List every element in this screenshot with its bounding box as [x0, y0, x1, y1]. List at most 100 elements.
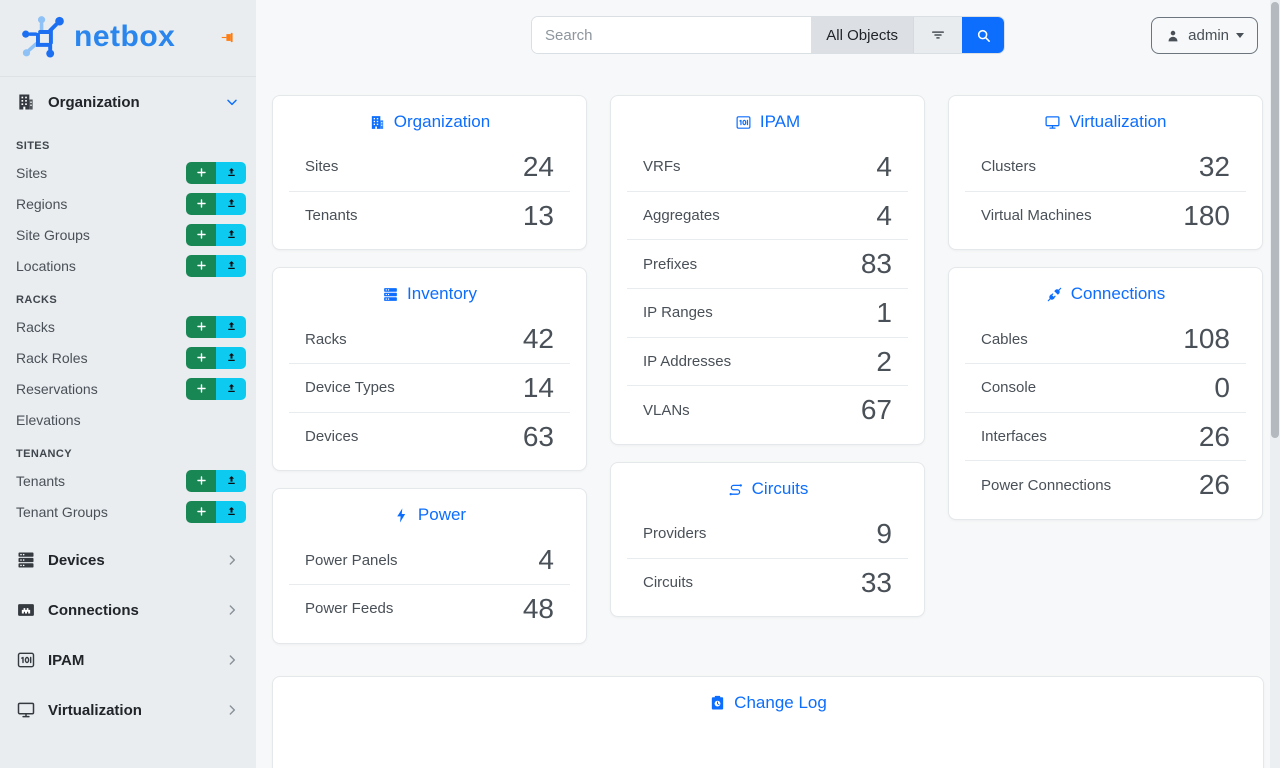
stat-row-ip-ranges[interactable]: IP Ranges 1 — [627, 288, 908, 337]
sidebar-item-sites[interactable]: Sites — [0, 157, 256, 188]
user-menu-button[interactable]: admin — [1151, 17, 1258, 54]
stat-row-clusters[interactable]: Clusters 32 — [965, 143, 1246, 191]
sidebar: netbox Organization SITES Sites Regions … — [0, 0, 256, 768]
stat-row-aggregates[interactable]: Aggregates 4 — [627, 190, 908, 240]
card-connections-title[interactable]: Connections — [949, 268, 1262, 315]
lightning-icon — [397, 508, 406, 523]
sidebar-item-elevations[interactable]: Elevations — [0, 404, 256, 435]
sidebar-item-site-groups[interactable]: Site Groups — [0, 219, 256, 250]
stat-value: 4 — [538, 544, 554, 576]
sidebar-item-locations[interactable]: Locations — [0, 250, 256, 281]
stat-row-vrfs[interactable]: VRFs 4 — [627, 143, 908, 191]
sidebar-item-reservations[interactable]: Reservations — [0, 373, 256, 404]
add-button[interactable] — [186, 377, 216, 400]
stat-row-prefixes[interactable]: Prefixes 83 — [627, 239, 908, 288]
item-label: Regions — [16, 195, 68, 212]
add-button[interactable] — [186, 346, 216, 369]
stat-label: Prefixes — [643, 255, 698, 273]
stat-row-cables[interactable]: Cables 108 — [965, 315, 1246, 363]
stat-row-circuits[interactable]: Circuits 33 — [627, 557, 908, 607]
server-icon — [18, 552, 34, 568]
card-title-text: IPAM — [759, 112, 801, 131]
sidebar-item-rack-roles[interactable]: Rack Roles — [0, 342, 256, 373]
add-button[interactable] — [186, 469, 216, 492]
import-button[interactable] — [216, 254, 246, 277]
card-organization: Organization Sites 24 Tenants 13 — [272, 95, 587, 251]
binary-icon — [17, 652, 35, 668]
card-ipam-title[interactable]: IPAM — [611, 96, 924, 143]
stat-row-virtual-machines[interactable]: Virtual Machines 180 — [965, 190, 1246, 240]
stat-row-ip-addresses[interactable]: IP Addresses 2 — [627, 336, 908, 386]
page-scrollbar[interactable] — [1270, 0, 1280, 768]
stat-label: Power Feeds — [305, 600, 394, 618]
sidebar-section-devices[interactable]: Devices — [0, 535, 256, 585]
add-button[interactable] — [186, 161, 216, 184]
stat-value: 180 — [1183, 199, 1230, 231]
card-inventory-title[interactable]: Inventory — [273, 268, 586, 315]
upload-icon — [227, 321, 235, 330]
stat-row-providers[interactable]: Providers 9 — [627, 510, 908, 558]
import-button[interactable] — [216, 223, 246, 246]
netbox-logo-icon[interactable] — [16, 14, 70, 60]
item-label: Racks — [16, 318, 55, 335]
search-submit-button[interactable] — [962, 17, 1004, 53]
group-heading-tenancy: TENANCY — [16, 448, 72, 460]
sidebar-item-regions[interactable]: Regions — [0, 188, 256, 219]
clipboard-clock-icon — [711, 695, 724, 711]
sidebar-item-racks[interactable]: Racks — [0, 311, 256, 342]
stat-row-vlans[interactable]: VLANs 67 — [627, 385, 908, 434]
stat-label: VRFs — [643, 158, 681, 176]
sidebar-pin-icon[interactable] — [218, 27, 238, 47]
building-icon — [371, 115, 383, 129]
stat-row-power-feeds[interactable]: Power Feeds 48 — [289, 584, 570, 633]
sidebar-section-virtualization[interactable]: Virtualization — [0, 685, 256, 735]
brand-wordmark[interactable]: netbox — [74, 20, 176, 53]
stat-row-sites[interactable]: Sites 24 — [289, 143, 570, 191]
stat-row-power-panels[interactable]: Power Panels 4 — [289, 536, 570, 584]
stat-row-power-connections[interactable]: Power Connections 26 — [965, 460, 1246, 509]
global-search: All Objects — [531, 16, 1005, 54]
import-button[interactable] — [216, 377, 246, 400]
add-button[interactable] — [186, 192, 216, 215]
add-button[interactable] — [186, 254, 216, 277]
binary-icon — [736, 115, 751, 129]
import-button[interactable] — [216, 192, 246, 215]
section-label: Devices — [48, 551, 105, 569]
sidebar-section-connections[interactable]: Connections — [0, 585, 256, 635]
plus-icon — [196, 261, 206, 270]
stat-row-console[interactable]: Console 0 — [965, 363, 1246, 412]
search-scope-button[interactable]: All Objects — [811, 17, 913, 53]
add-button[interactable] — [186, 223, 216, 246]
import-button[interactable] — [216, 161, 246, 184]
import-button[interactable] — [216, 500, 246, 523]
card-virtualization-title[interactable]: Virtualization — [949, 96, 1262, 143]
stat-value: 0 — [1214, 372, 1230, 404]
search-input[interactable] — [532, 17, 812, 53]
card-circuits-title[interactable]: Circuits — [611, 463, 924, 510]
sidebar-section-ipam[interactable]: IPAM — [0, 635, 256, 685]
stat-label: IP Ranges — [643, 304, 713, 322]
card-power-title[interactable]: Power — [273, 489, 586, 536]
stat-row-racks[interactable]: Racks 42 — [289, 315, 570, 363]
sidebar-item-tenant-groups[interactable]: Tenant Groups — [0, 496, 256, 527]
stat-row-interfaces[interactable]: Interfaces 26 — [965, 411, 1246, 461]
import-button[interactable] — [216, 346, 246, 369]
stat-row-tenants[interactable]: Tenants 13 — [289, 190, 570, 240]
import-button[interactable] — [216, 469, 246, 492]
scrollbar-thumb[interactable] — [1271, 2, 1279, 438]
sidebar-item-tenants[interactable]: Tenants — [0, 465, 256, 496]
stat-label: Sites — [305, 158, 339, 176]
import-button[interactable] — [216, 315, 246, 338]
card-connections: Connections Cables 108 Console 0 Interfa… — [948, 267, 1263, 521]
ethernet-icon — [18, 604, 34, 616]
add-button[interactable] — [186, 500, 216, 523]
add-button[interactable] — [186, 315, 216, 338]
card-organization-title[interactable]: Organization — [273, 96, 586, 143]
dashboard-column-1: Organization Sites 24 Tenants 13 — [272, 95, 587, 644]
search-filter-button[interactable] — [913, 17, 962, 53]
stat-value: 1 — [876, 297, 892, 329]
sidebar-section-organization[interactable]: Organization — [0, 76, 256, 127]
stat-row-devices[interactable]: Devices 63 — [289, 411, 570, 461]
card-changelog-title[interactable]: Change Log — [273, 677, 1263, 724]
stat-row-device-types[interactable]: Device Types 14 — [289, 363, 570, 412]
